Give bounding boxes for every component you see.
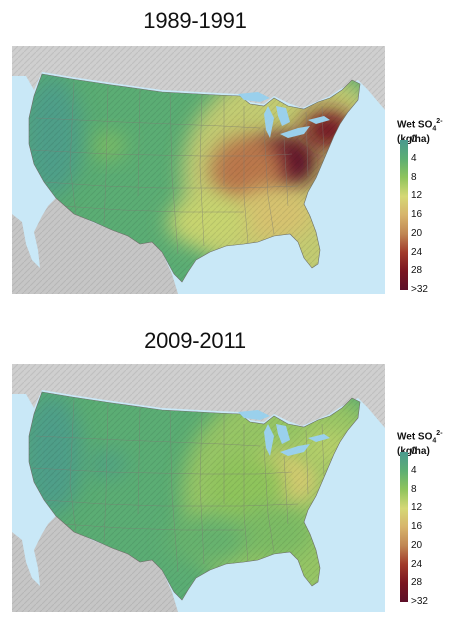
legend-tick: 24 xyxy=(411,558,423,570)
legend-colorbar xyxy=(400,140,408,290)
great-lake xyxy=(276,106,290,126)
legend-colorbar xyxy=(400,452,408,602)
legend-tick: 12 xyxy=(411,502,423,514)
map-svg-2009-2011 xyxy=(12,364,385,612)
legend-tick: 4 xyxy=(411,152,417,164)
legend-tick: 20 xyxy=(411,227,423,239)
legend-tick: 28 xyxy=(411,577,423,589)
panel-title-2009-2011: 2009-2011 xyxy=(144,328,246,353)
us-outline xyxy=(28,391,361,601)
legend-tick: 4 xyxy=(411,464,417,476)
map-svg-1989-1991 xyxy=(12,46,385,294)
map-2009-2011 xyxy=(12,364,385,612)
great-lake xyxy=(280,444,310,456)
legend-tick: 8 xyxy=(411,483,417,495)
legend-units: (kg/ha) xyxy=(397,446,430,458)
legend-title-subscript: 4 xyxy=(432,125,437,133)
legend-title: Wet SO42- (kg/ha) xyxy=(397,428,449,457)
panel-title-1989-1991: 1989-1991 xyxy=(143,8,247,33)
great-lake xyxy=(238,92,270,102)
great-lake xyxy=(264,106,274,138)
legend-title-superscript: 2- xyxy=(436,430,443,437)
great-lake xyxy=(264,424,274,456)
great-lake xyxy=(276,424,290,444)
state-borders xyxy=(31,399,325,573)
legend-tick: 8 xyxy=(411,171,417,183)
legend-2009-2011: Wet SO42- (kg/ha) 0 4 8 12 16 20 24 28 >32 xyxy=(397,428,449,607)
legend-tick: 16 xyxy=(411,209,423,220)
legend-tick: 28 xyxy=(411,265,423,277)
legend-title-subscript: 4 xyxy=(432,437,437,445)
us-outline xyxy=(28,73,361,283)
legend-title-text: Wet SO xyxy=(397,119,433,131)
legend-tick: 12 xyxy=(411,190,423,202)
legend-units: (kg/ha) xyxy=(397,134,430,146)
great-lake xyxy=(238,410,270,420)
great-lake xyxy=(308,116,330,124)
legend-tick: >32 xyxy=(411,596,428,607)
legend-1989-1991: Wet SO42- (kg/ha) 0 4 8 12 16 20 24 28 >32 xyxy=(397,116,449,295)
legend-title-superscript: 2- xyxy=(436,118,443,125)
state-borders xyxy=(31,81,325,255)
great-lake xyxy=(280,126,310,138)
legend-tick: 0 xyxy=(411,134,417,145)
legend-tick: 20 xyxy=(411,539,423,551)
legend-title-text: Wet SO xyxy=(397,431,433,443)
map-1989-1991 xyxy=(12,46,385,294)
legend-tick: >32 xyxy=(411,284,428,295)
legend-tick: 24 xyxy=(411,246,423,258)
legend-tick: 16 xyxy=(411,521,423,532)
great-lake xyxy=(308,434,330,442)
legend-tick: 0 xyxy=(411,446,417,457)
legend-title: Wet SO42- (kg/ha) xyxy=(397,116,449,145)
